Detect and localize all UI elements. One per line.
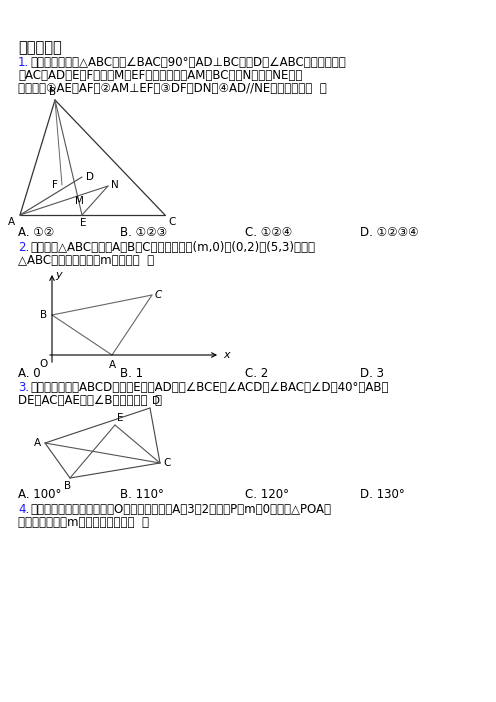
Text: M: M xyxy=(75,196,84,206)
Text: A: A xyxy=(34,438,41,448)
Text: C. ①②④: C. ①②④ xyxy=(245,226,292,239)
Text: 如图，在△ABC中，点A、B、C的坐标分别为(m,0)、(0,2)和(5,3)，则当: 如图，在△ABC中，点A、B、C的坐标分别为(m,0)、(0,2)和(5,3)，… xyxy=(30,241,315,254)
Text: A. 0: A. 0 xyxy=(18,367,41,380)
Text: 1.: 1. xyxy=(18,56,29,69)
Text: 4.: 4. xyxy=(18,503,29,516)
Text: D: D xyxy=(152,396,160,406)
Text: B: B xyxy=(50,87,57,97)
Text: B. ①②③: B. ①②③ xyxy=(120,226,167,239)
Text: 如图，等腰直角△ABC中，∠BAC＝90°，AD⊥BC于点D，∠ABC的平分线分别: 如图，等腰直角△ABC中，∠BAC＝90°，AD⊥BC于点D，∠ABC的平分线分… xyxy=(30,56,346,69)
Text: 交AC、AD于E、F两点，M为EF的中点，延长AM交BC于点N，连接NE，下: 交AC、AD于E、F两点，M为EF的中点，延长AM交BC于点N，连接NE，下 xyxy=(18,69,303,82)
Text: 列结论：①AE＝AF；②AM⊥EF；③DF＝DN；④AD//NE，正确的有（  ）: 列结论：①AE＝AF；②AM⊥EF；③DF＝DN；④AD//NE，正确的有（ ） xyxy=(18,82,327,95)
Text: 等腰三角形，则m可取的值最多有（  ）: 等腰三角形，则m可取的值最多有（ ） xyxy=(18,516,149,529)
Text: D: D xyxy=(86,172,94,182)
Text: A: A xyxy=(109,360,116,370)
Text: O: O xyxy=(40,359,48,369)
Text: △ABC的周长最小时，m的值为（  ）: △ABC的周长最小时，m的值为（ ） xyxy=(18,254,154,267)
Text: C. 120°: C. 120° xyxy=(245,488,289,501)
Text: B. 1: B. 1 xyxy=(120,367,143,380)
Text: D. 130°: D. 130° xyxy=(360,488,405,501)
Text: y: y xyxy=(55,270,62,280)
Text: 2.: 2. xyxy=(18,241,29,254)
Text: DE，AC＝AE，则∠B的度数为（  ）: DE，AC＝AE，则∠B的度数为（ ） xyxy=(18,394,162,407)
Text: C: C xyxy=(155,290,162,300)
Text: 3.: 3. xyxy=(18,381,29,394)
Text: C: C xyxy=(163,458,170,468)
Text: A. 100°: A. 100° xyxy=(18,488,62,501)
Text: 如图，在四边形ABCD中，点E在边AD上，∠BCE＝∠ACD，∠BAC＝∠D＝40°，AB＝: 如图，在四边形ABCD中，点E在边AD上，∠BCE＝∠ACD，∠BAC＝∠D＝4… xyxy=(30,381,388,394)
Text: E: E xyxy=(117,413,124,423)
Text: x: x xyxy=(223,350,230,360)
Text: C. 2: C. 2 xyxy=(245,367,268,380)
Text: A: A xyxy=(8,217,15,227)
Text: A. ①②: A. ①② xyxy=(18,226,54,239)
Text: E: E xyxy=(80,218,86,228)
Text: C: C xyxy=(168,217,176,227)
Text: N: N xyxy=(111,180,119,190)
Text: B: B xyxy=(40,310,47,320)
Text: 如图，平面直角坐标系中，O是坐标原点，点A（3，2），点P（m，0），若△POA是: 如图，平面直角坐标系中，O是坐标原点，点A（3，2），点P（m，0），若△POA… xyxy=(30,503,331,516)
Text: B. 110°: B. 110° xyxy=(120,488,164,501)
Text: F: F xyxy=(52,180,58,190)
Text: D. ①②③④: D. ①②③④ xyxy=(360,226,419,239)
Text: 一、选择题: 一、选择题 xyxy=(18,40,62,55)
Text: D. 3: D. 3 xyxy=(360,367,384,380)
Text: B: B xyxy=(64,481,71,491)
